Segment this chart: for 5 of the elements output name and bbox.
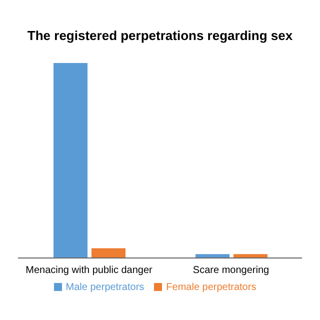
x-tick-label: Menacing with public danger	[26, 265, 154, 276]
legend-label: Male perpetrators	[66, 282, 144, 293]
chart-title: The registered perpetrations regarding sex	[26, 28, 294, 43]
x-tick-label: Scare mongering	[192, 265, 270, 276]
legend-label: Female perpetrators	[166, 282, 256, 293]
